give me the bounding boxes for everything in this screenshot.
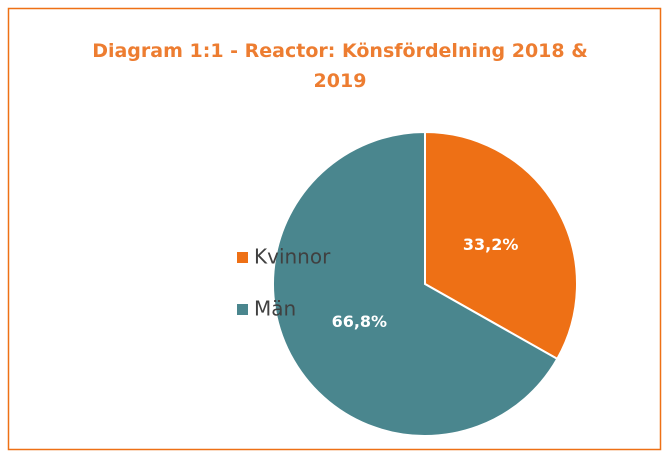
data-label: 33,2% (463, 235, 519, 254)
pie-slice (272, 130, 559, 437)
legend-swatch (237, 304, 248, 315)
data-label: 66,8% (332, 312, 388, 331)
legend-label: Män (254, 297, 296, 321)
pie-slice (424, 130, 578, 361)
chart-title: Diagram 1:1 - Reactor: Könsfördelning 20… (92, 40, 588, 92)
legend-swatch (237, 252, 248, 263)
legend-label: Kvinnor (254, 245, 331, 269)
